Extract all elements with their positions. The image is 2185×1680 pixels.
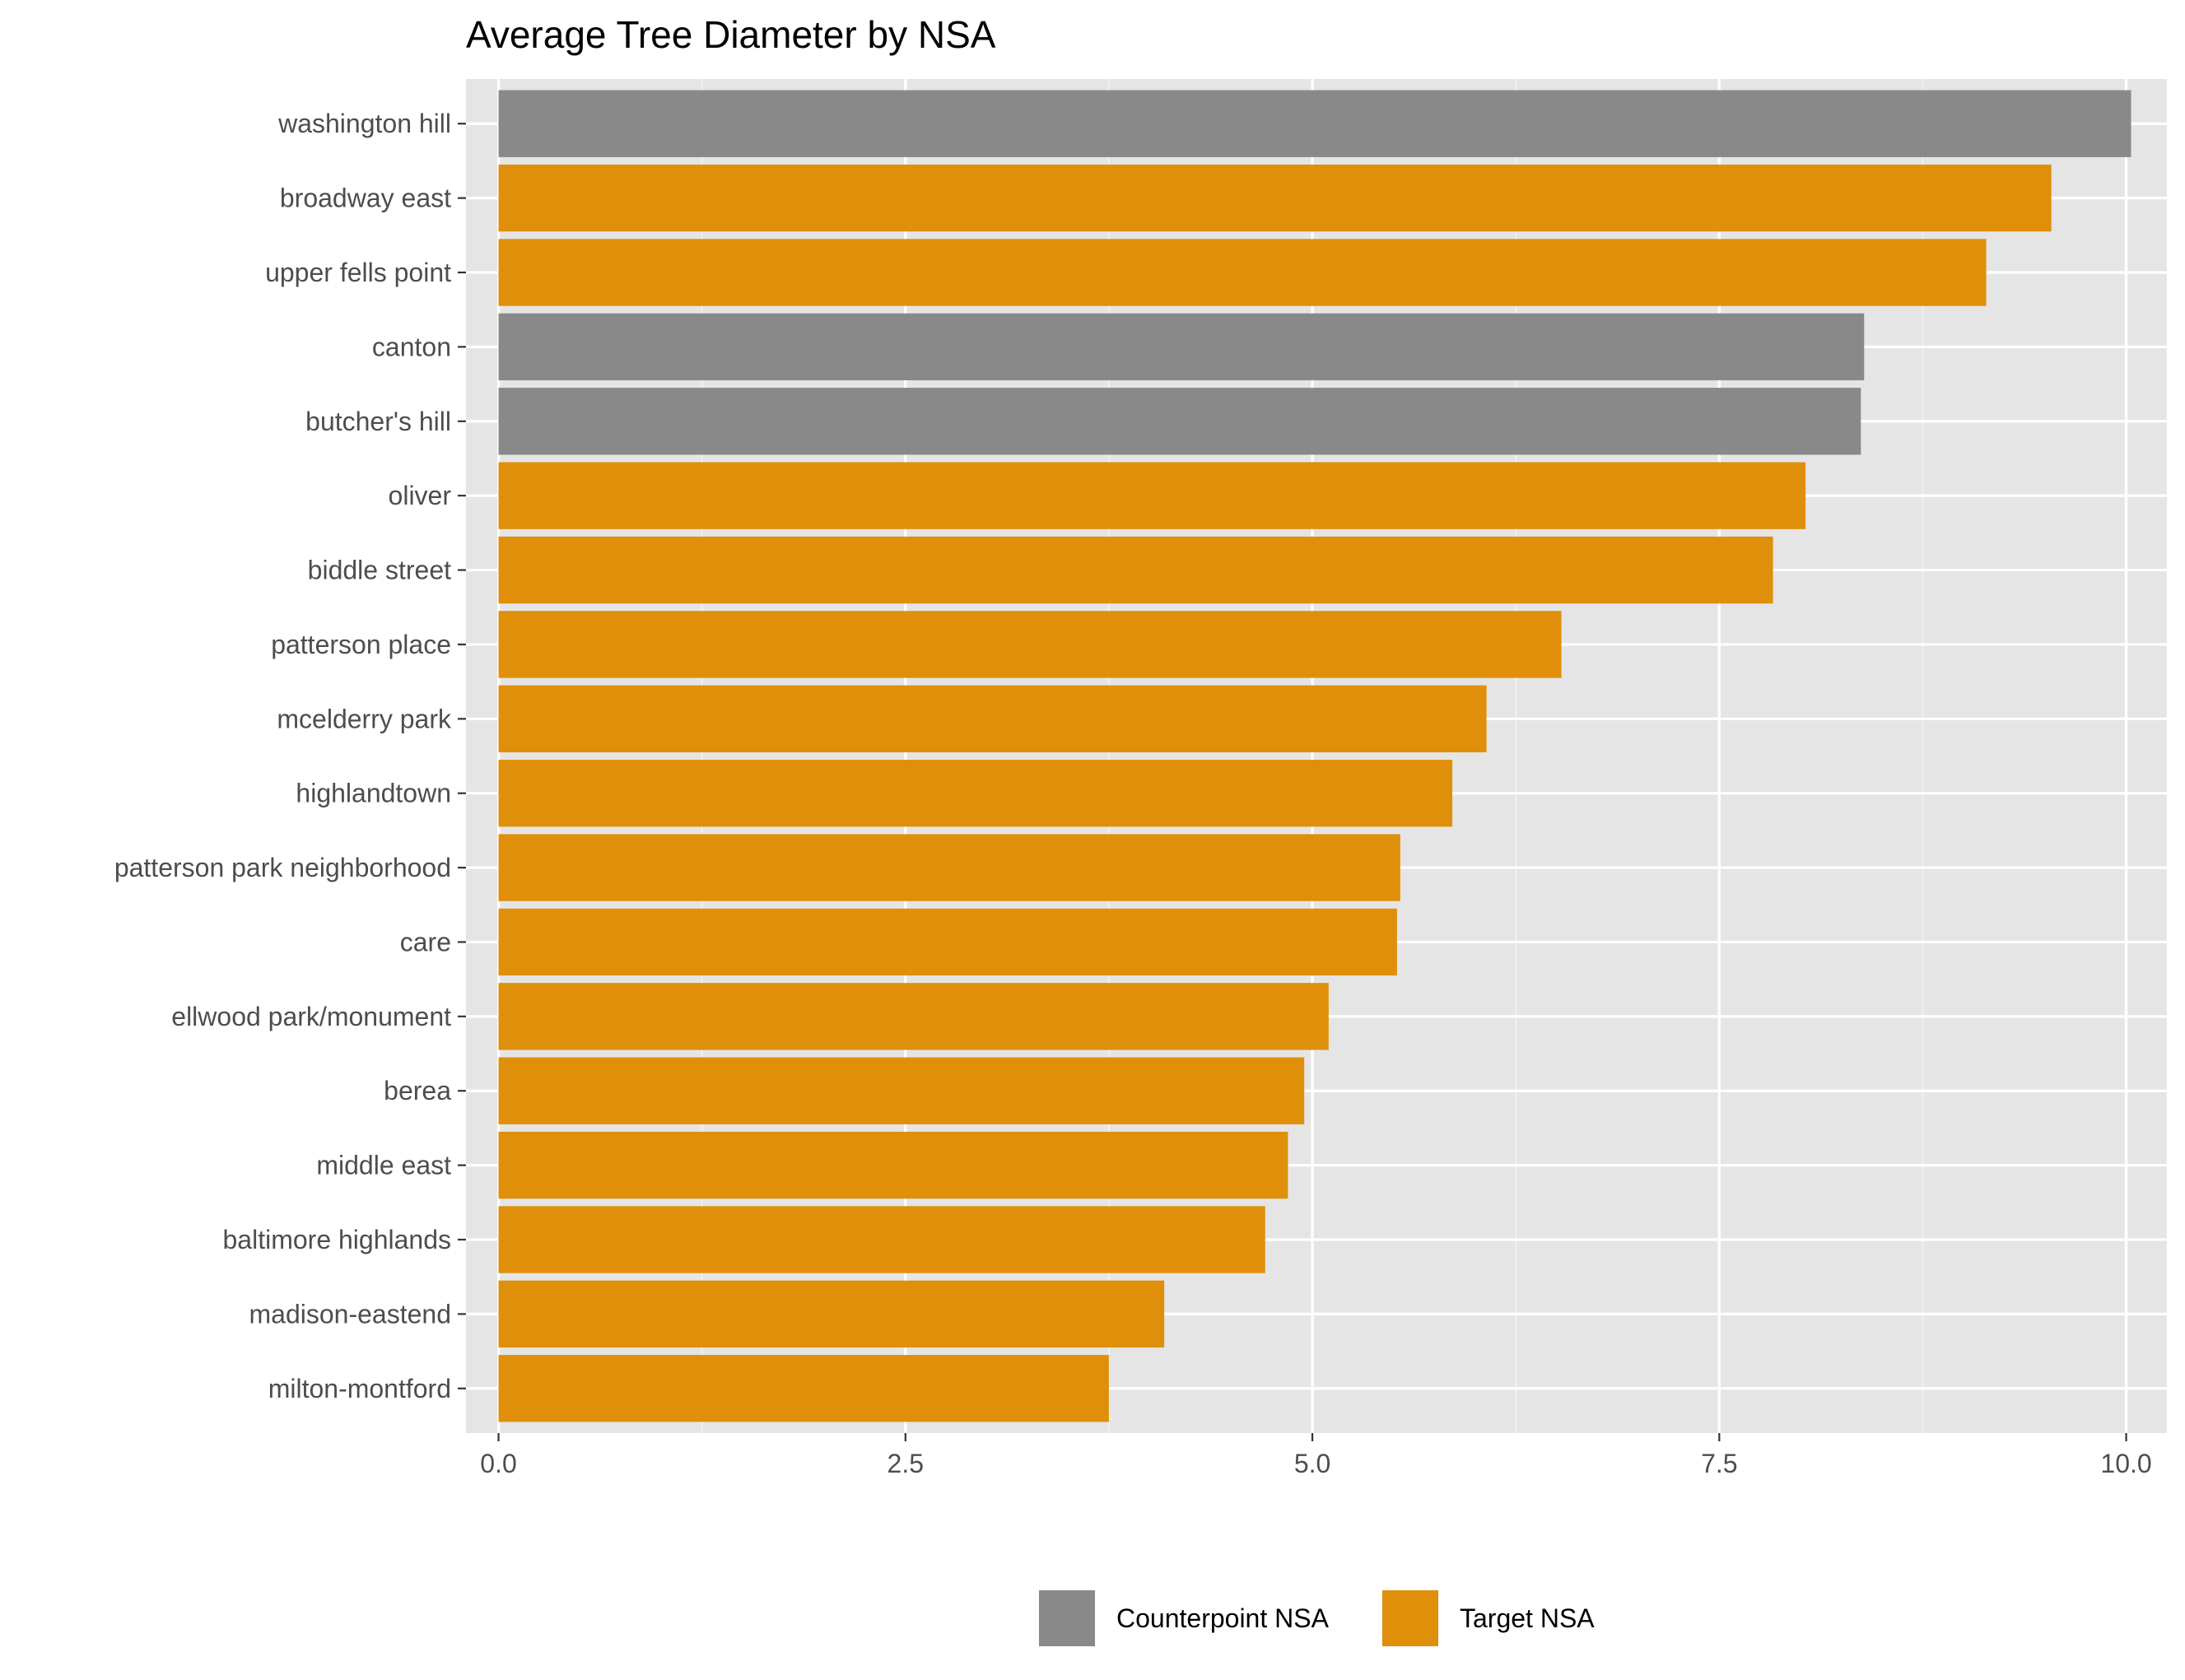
bar-milton-montford [498, 1355, 1109, 1422]
category-label: ellwood park/monument [171, 1002, 451, 1031]
bar-baltimore-highlands [498, 1206, 1265, 1273]
chart-title: Average Tree Diameter by NSA [466, 13, 996, 56]
category-label: washington hill [277, 109, 451, 138]
x-tick-label: 5.0 [1294, 1449, 1330, 1478]
bar-madison-eastend [498, 1280, 1165, 1348]
category-label: middle east [316, 1151, 451, 1180]
category-label: broadway east [280, 184, 451, 213]
category-label: baltimore highlands [223, 1225, 452, 1254]
category-label: care [400, 927, 451, 956]
category-label: milton-montford [268, 1374, 451, 1403]
bar-ellwood-park-monument [498, 983, 1329, 1050]
bar-patterson-park-neighborhood [498, 834, 1400, 901]
x-tick-label: 0.0 [480, 1449, 516, 1478]
x-axis: 0.0 2.5 5.0 7.5 10.0 [480, 1433, 2152, 1478]
category-label: berea [384, 1076, 451, 1105]
bar-mcelderry-park [498, 685, 1487, 752]
bar-broadway-east [498, 164, 2052, 232]
category-label: biddle street [308, 556, 451, 585]
category-label: canton [372, 332, 451, 361]
bar-canton [498, 313, 1865, 381]
x-tick-label: 2.5 [888, 1449, 924, 1478]
bar-care [498, 908, 1397, 976]
bar-upper-fells-point [498, 239, 1987, 306]
legend: Counterpoint NSA Target NSA [1039, 1590, 1595, 1646]
x-tick-label: 10.0 [2100, 1449, 2151, 1478]
bar-oliver [498, 462, 1806, 529]
category-label: patterson park neighborhood [114, 853, 451, 882]
category-label: upper fells point [265, 258, 451, 287]
bars [498, 90, 2131, 1422]
category-label: patterson place [271, 630, 451, 659]
x-tick-label: 7.5 [1701, 1449, 1737, 1478]
category-label: oliver [389, 481, 452, 510]
legend-key [1039, 1590, 1095, 1646]
bar-patterson-place [498, 611, 1562, 678]
legend-label: Target NSA [1460, 1603, 1595, 1633]
bar-highlandtown [498, 760, 1453, 827]
category-label: highlandtown [296, 779, 451, 808]
bar-berea [498, 1057, 1305, 1124]
legend-label: Counterpoint NSA [1116, 1603, 1330, 1633]
category-label: butcher's hill [305, 407, 451, 436]
bar-biddle-street [498, 536, 1773, 604]
bar-butcher-s-hill [498, 388, 1861, 455]
bar-washington-hill [498, 90, 2131, 157]
y-axis: washington hill broadway east upper fells … [114, 109, 466, 1403]
bar-middle-east [498, 1131, 1288, 1199]
category-label: madison-eastend [249, 1299, 451, 1329]
category-label: mcelderry park [277, 704, 452, 733]
legend-key [1382, 1590, 1438, 1646]
